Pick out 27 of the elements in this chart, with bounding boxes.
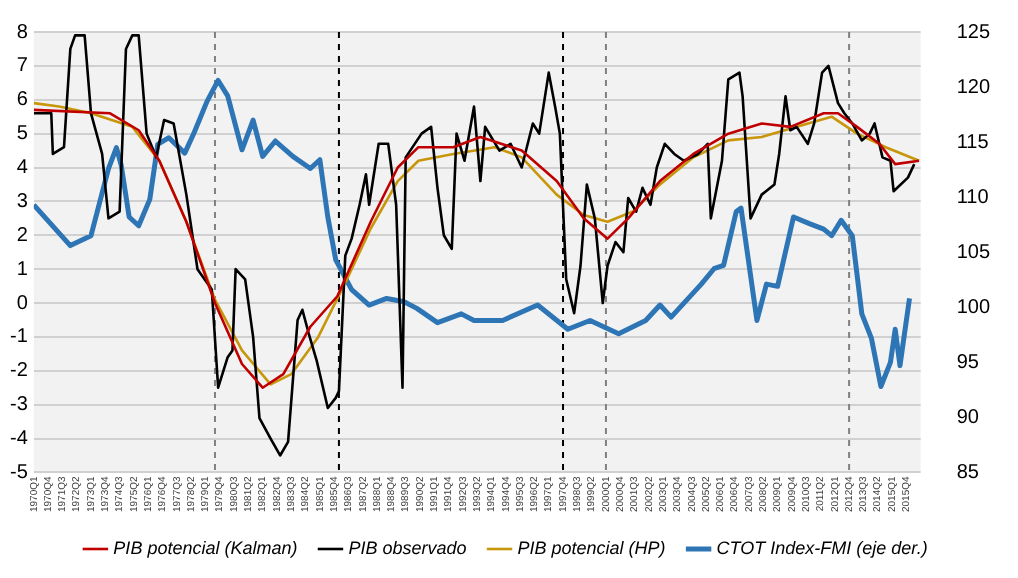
y-tick-label: 3 — [16, 190, 29, 213]
legend-label: PIB potencial (HP) — [517, 538, 666, 558]
y2-tick-label: 100 — [956, 296, 991, 319]
y-tick-label: 6 — [16, 89, 29, 112]
y-tick-label: 0 — [16, 292, 29, 315]
y-tick-label: 2 — [16, 224, 29, 247]
y-tick-label: -4 — [9, 428, 29, 451]
y2-tick-label: 120 — [956, 76, 991, 99]
legend-label: CTOT Index-FMI (eje der.) — [716, 538, 928, 558]
y2-tick-label: 90 — [956, 406, 980, 429]
y2-tick-label: 115 — [956, 131, 990, 154]
y2-tick-label: 95 — [956, 351, 980, 374]
legend-label: PIB observado — [348, 538, 467, 558]
y2-tick-label: 125 — [956, 21, 991, 44]
y-tick-label: 7 — [16, 55, 29, 78]
y-tick-label: -2 — [9, 360, 29, 383]
y-tick-label: 8 — [16, 21, 29, 44]
legend-label: PIB potencial (Kalman) — [113, 538, 298, 558]
y2-tick-label: 85 — [956, 461, 980, 484]
y-tick-label: -5 — [9, 461, 29, 484]
y2-tick-label: 110 — [956, 186, 990, 209]
y-tick-label: -3 — [9, 394, 29, 417]
y-tick-label: 4 — [16, 157, 29, 180]
y2-tick-label: 105 — [956, 241, 991, 264]
y-tick-label: -1 — [9, 326, 29, 349]
y-tick-label: 5 — [16, 123, 29, 146]
y-tick-label: 1 — [16, 258, 29, 281]
